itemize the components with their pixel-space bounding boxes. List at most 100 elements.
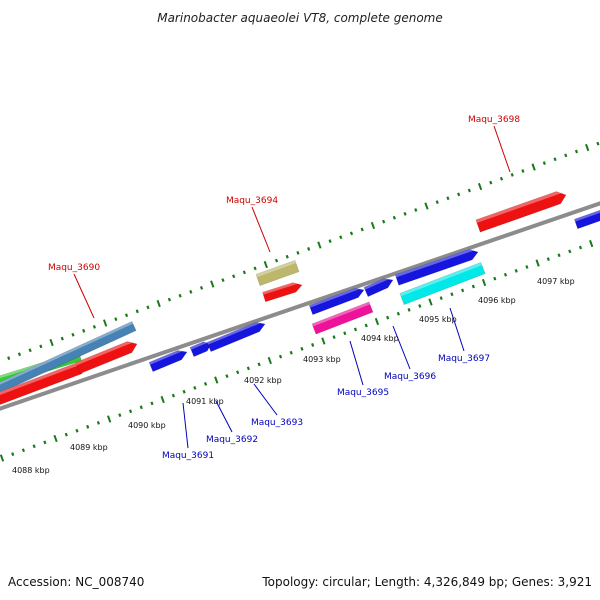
minor-tick: [182, 389, 186, 394]
minor-tick: [114, 317, 118, 321]
scale-label: 4090 kbp: [128, 421, 166, 430]
minor-tick: [564, 153, 568, 158]
minor-tick: [450, 292, 454, 297]
scale-label: 4091 kbp: [186, 397, 224, 406]
minor-tick: [499, 176, 504, 181]
reverse-feature-5: [363, 278, 394, 297]
svg-text:Maqu_3692: Maqu_3692: [206, 435, 258, 445]
svg-text:Maqu_3691: Maqu_3691: [162, 451, 214, 461]
svg-text:Maqu_3694: Maqu_3694: [226, 196, 278, 206]
accession-text: Accession: NC_008740: [8, 575, 144, 589]
minor-tick: [546, 257, 550, 262]
gene-label-maqu_3692: Maqu_3692: [206, 400, 258, 445]
minor-tick: [521, 169, 525, 173]
gene-label-maqu_3691: Maqu_3691: [162, 402, 214, 461]
minor-tick: [246, 366, 250, 371]
scale-label: 4094 kbp: [361, 334, 399, 343]
minor-tick: [510, 172, 514, 177]
minor-tick: [225, 374, 229, 379]
gene-labels: Maqu_3690 Maqu_3694 Maqu_3698 Maqu_3691 Maqu…: [48, 115, 520, 461]
minor-tick: [435, 200, 439, 205]
major-tick: [428, 298, 433, 306]
forward-feature-red-left: [0, 362, 83, 408]
minor-tick: [557, 253, 561, 258]
minor-tick: [574, 149, 579, 154]
scale-label: 4089 kbp: [70, 443, 108, 452]
minor-tick: [553, 157, 557, 162]
minor-tick: [203, 382, 208, 386]
reverse-feature-1: [148, 350, 188, 373]
gene-label-maqu_3693: Maqu_3693: [251, 383, 303, 428]
reverse-feature-2: [189, 341, 212, 358]
minor-tick: [311, 343, 315, 347]
minor-tick: [339, 235, 343, 240]
major-tick: [535, 259, 540, 267]
minor-tick: [353, 327, 358, 332]
major-tick: [317, 241, 322, 249]
reverse-feature-3: [206, 322, 266, 353]
genome-backbone: [0, 201, 600, 411]
svg-text:Maqu_3695: Maqu_3695: [337, 388, 389, 398]
minor-tick: [71, 332, 75, 337]
minor-tick: [167, 297, 171, 302]
forward-feature-khaki: [255, 259, 300, 287]
scale-label: 4092 kbp: [244, 376, 282, 385]
minor-tick: [300, 346, 304, 351]
major-tick: [156, 299, 161, 308]
map-title: Marinobacter aquaeolei VT8, complete gen…: [157, 11, 443, 25]
scale-label: 4096 kbp: [478, 296, 516, 305]
major-tick: [477, 182, 483, 191]
minor-tick: [257, 362, 261, 367]
major-tick: [321, 337, 326, 345]
gene-label-maqu_3695: Maqu_3695: [337, 340, 389, 398]
minor-tick: [471, 284, 475, 289]
topology-text: Topology: circular; Length: 4,326,849 bp…: [261, 575, 592, 589]
minor-tick: [135, 309, 139, 314]
minor-tick: [289, 350, 293, 355]
minor-tick: [193, 385, 197, 390]
minor-tick: [128, 409, 133, 414]
svg-text:Maqu_3698: Maqu_3698: [468, 115, 520, 125]
major-tick: [106, 415, 112, 423]
minor-tick: [21, 448, 26, 453]
minor-tick: [146, 305, 150, 310]
minor-tick: [467, 188, 471, 193]
minor-tick: [82, 328, 86, 333]
minor-tick: [386, 315, 390, 320]
major-tick: [531, 163, 536, 171]
minor-tick: [232, 274, 236, 279]
minor-tick: [392, 215, 396, 220]
minor-tick: [118, 413, 122, 417]
minor-tick: [60, 336, 64, 341]
svg-text:Maqu_3696: Maqu_3696: [384, 372, 436, 382]
minor-tick: [493, 276, 497, 281]
minor-tick: [139, 405, 143, 410]
major-tick: [0, 454, 5, 462]
scale-labels: 4088 kbp 4089 kbp 4090 kbp 4091 kbp 4092 kbp…: [12, 277, 575, 475]
major-tick: [263, 260, 268, 269]
minor-tick: [171, 393, 175, 398]
major-tick: [102, 319, 108, 327]
minor-tick: [17, 352, 22, 357]
minor-tick: [542, 161, 546, 166]
minor-tick: [242, 270, 246, 275]
svg-text:Maqu_3693: Maqu_3693: [251, 418, 303, 428]
minor-tick: [199, 286, 204, 290]
minor-tick: [328, 239, 332, 244]
minor-tick: [296, 250, 300, 255]
scale-label: 4095 kbp: [419, 315, 457, 324]
tick-marks-lower: [0, 239, 594, 462]
minor-tick: [253, 266, 257, 271]
minor-tick: [11, 452, 15, 456]
minor-tick: [568, 249, 572, 254]
forward-feature-red-right: [475, 191, 567, 233]
minor-tick: [189, 289, 193, 294]
forward-feature-red-small: [262, 282, 303, 303]
minor-tick: [32, 444, 36, 449]
gene-label-maqu_3694: Maqu_3694: [226, 196, 278, 253]
forward-feature-steelblue: [0, 321, 137, 397]
minor-tick: [596, 141, 600, 146]
minor-tick: [86, 424, 90, 429]
minor-tick: [332, 335, 336, 340]
major-tick: [53, 434, 58, 443]
